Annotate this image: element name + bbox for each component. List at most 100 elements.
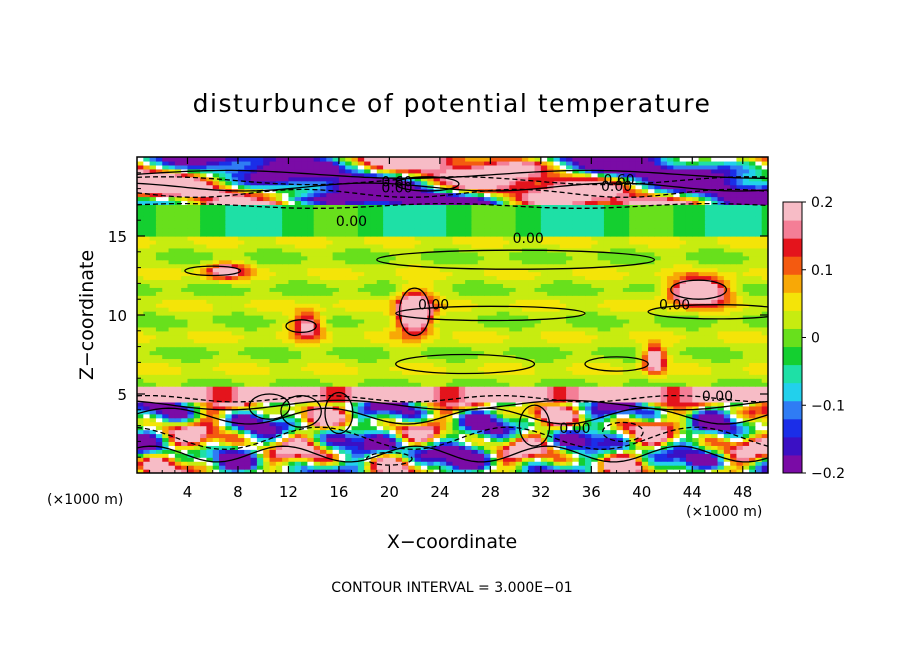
- field-cell: [629, 299, 637, 304]
- field-cell: [603, 287, 611, 292]
- field-cell: [383, 378, 390, 383]
- field-cell: [711, 441, 719, 446]
- field-cell: [654, 358, 662, 363]
- field-cell: [225, 386, 233, 391]
- field-cell: [660, 338, 668, 344]
- field-cell: [496, 330, 504, 336]
- field-cell: [465, 287, 473, 292]
- field-cell: [389, 354, 397, 360]
- field-cell: [755, 413, 763, 419]
- field-cell: [679, 334, 687, 340]
- field-cell: [610, 366, 618, 371]
- field-cell: [679, 390, 687, 395]
- field-cell: [540, 318, 548, 324]
- field-cell: [490, 445, 498, 450]
- field-cell: [149, 461, 157, 466]
- field-cell: [250, 299, 258, 304]
- field-cell: [559, 315, 567, 320]
- field-cell: [692, 374, 700, 379]
- field-cell: [749, 386, 756, 391]
- field-cell: [490, 417, 498, 423]
- field-cell: [749, 437, 756, 442]
- field-cell: [660, 437, 668, 442]
- field-cell: [395, 279, 403, 284]
- field-cell: [162, 342, 170, 348]
- field-cell: [698, 421, 706, 427]
- field-cell: [433, 421, 441, 427]
- field-cell: [389, 394, 397, 399]
- field-cell: [736, 326, 744, 332]
- field-cell: [477, 334, 485, 340]
- field-cell: [193, 362, 201, 367]
- field-cell: [174, 409, 182, 415]
- field-cell: [219, 275, 226, 281]
- field-cell: [528, 342, 536, 348]
- field-cell: [301, 425, 308, 431]
- field-cell: [200, 453, 208, 458]
- field-cell: [761, 295, 768, 300]
- field-cell: [521, 275, 529, 281]
- field-cell: [692, 437, 700, 442]
- field-cell: [591, 295, 599, 300]
- field-cell: [679, 338, 687, 344]
- field-cell: [439, 429, 447, 435]
- field-cell: [635, 445, 643, 450]
- field-cell: [162, 326, 170, 332]
- field-cell: [452, 291, 460, 296]
- field-cell: [622, 390, 630, 395]
- field-cell: [698, 299, 706, 304]
- field-cell: [622, 394, 630, 399]
- field-cell: [427, 437, 435, 442]
- field-cell: [698, 366, 706, 371]
- field-cell: [654, 421, 662, 427]
- field-cell: [749, 318, 756, 324]
- field-cell: [654, 397, 662, 403]
- field-cell: [389, 287, 397, 292]
- field-cell: [237, 429, 245, 435]
- field-cell: [679, 374, 687, 379]
- field-cell: [332, 429, 340, 435]
- field-cell: [484, 346, 491, 352]
- field-cell: [755, 358, 763, 363]
- field-cell: [137, 299, 144, 304]
- field-cell: [389, 437, 397, 442]
- field-cell: [761, 469, 768, 473]
- field-cell: [332, 358, 340, 363]
- field-cell: [275, 322, 283, 328]
- field-cell: [225, 338, 233, 344]
- field-cell: [648, 425, 656, 431]
- field-cell: [439, 358, 447, 363]
- field-cell: [566, 378, 573, 383]
- field-cell: [212, 287, 220, 292]
- field-cell: [395, 417, 403, 423]
- field-cell: [357, 457, 365, 462]
- field-cell: [547, 334, 555, 340]
- field-cell: [704, 283, 712, 288]
- field-cell: [496, 417, 504, 423]
- field-cell: [717, 330, 725, 336]
- field-cell: [490, 413, 498, 419]
- field-cell: [660, 291, 668, 296]
- field-cell: [149, 449, 157, 454]
- field-cell: [591, 346, 599, 352]
- field-cell: [648, 437, 656, 442]
- field-cell: [610, 382, 618, 387]
- field-cell: [723, 386, 731, 391]
- field-cell: [711, 445, 719, 450]
- field-cell: [736, 354, 744, 360]
- field-cell: [212, 425, 220, 431]
- field-cell: [515, 322, 523, 328]
- field-cell: [370, 465, 378, 470]
- field-cell: [231, 441, 239, 446]
- field-cell: [465, 421, 473, 427]
- field-cell: [187, 291, 195, 296]
- field-cell: [553, 449, 561, 454]
- field-cell: [515, 311, 523, 316]
- field-cell: [389, 315, 397, 320]
- field-cell: [629, 413, 637, 419]
- field-cell: [616, 322, 624, 328]
- field-cell: [635, 279, 643, 284]
- field-cell: [149, 374, 157, 379]
- field-cell: [446, 394, 454, 399]
- field-cell: [376, 303, 384, 308]
